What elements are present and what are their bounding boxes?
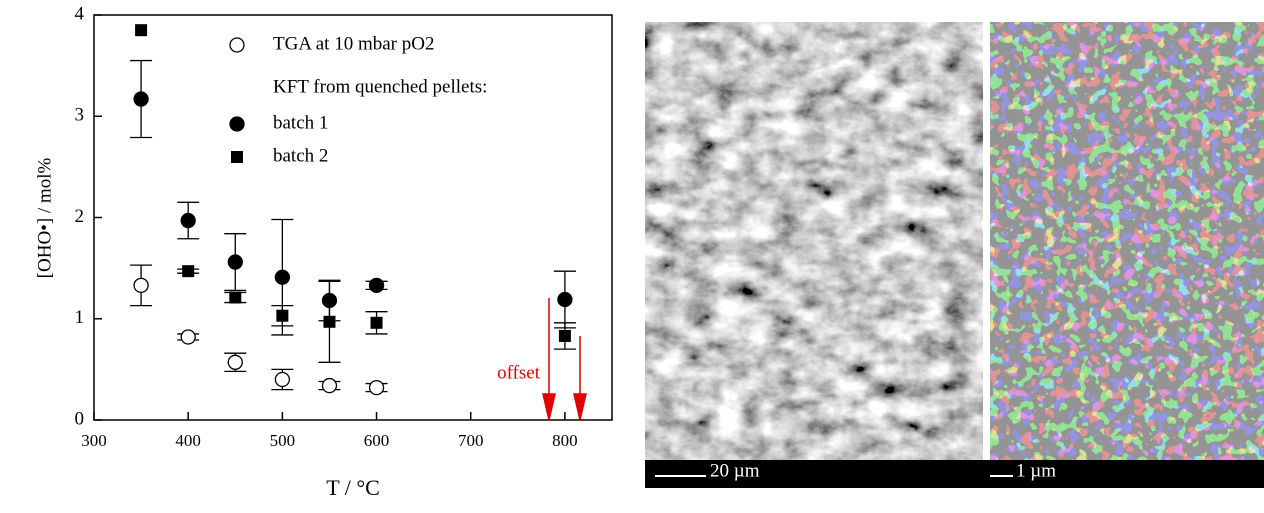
point [181, 214, 195, 228]
legend-label: batch 1 [273, 112, 328, 133]
scale-label: 20 µm [710, 460, 760, 481]
legend-marker [230, 38, 244, 52]
y-tick-label: 3 [75, 105, 85, 126]
legend-marker [231, 151, 243, 163]
point [134, 92, 148, 106]
point [229, 291, 241, 303]
point [275, 373, 289, 387]
sem-image [990, 22, 1264, 460]
point [181, 330, 195, 344]
sem-image [645, 22, 983, 460]
point [370, 278, 384, 292]
point [228, 255, 242, 269]
point [323, 316, 335, 328]
point [228, 355, 242, 369]
point [134, 278, 148, 292]
scale-label: 1 µm [1016, 460, 1056, 481]
y-tick-label: 4 [75, 3, 85, 24]
y-tick-label: 0 [75, 408, 85, 429]
y-tick-label: 2 [75, 206, 85, 227]
page: {"chart_data": {"type": "scatter", "x_la… [0, 0, 1264, 513]
point [370, 381, 384, 395]
plot: [OHO•] / mol% T / °C offset 300 400 500 600… [34, 3, 612, 500]
x-tick-label: 500 [270, 431, 296, 450]
point [371, 317, 383, 329]
legend-label: TGA at 10 mbar pO2 [273, 33, 434, 54]
annotation: offset [497, 362, 541, 383]
point [559, 330, 571, 342]
legend-label: batch 2 [273, 145, 328, 166]
x-tick-label: 300 [81, 431, 107, 450]
point [182, 265, 194, 277]
x-tick-label: 400 [175, 431, 201, 450]
x-tick-label: 800 [552, 431, 578, 450]
y-tick-label: 1 [75, 307, 85, 328]
point [275, 270, 289, 284]
figure: [OHO•] / mol% T / °C offset 300 400 500 600… [0, 0, 1264, 508]
x-tick-label: 600 [364, 431, 390, 450]
point [276, 310, 288, 322]
y-axis-label: [OHO•] / mol% [34, 158, 55, 279]
legend-heading: KFT from quenched pellets: [273, 76, 487, 97]
point [135, 24, 147, 36]
sem-images: 20 µm 1 µm [645, 22, 1264, 488]
x-tick-label: 700 [458, 431, 484, 450]
x-axis-label: T / °C [326, 475, 380, 500]
divider [983, 22, 990, 460]
point [322, 379, 336, 393]
point [558, 293, 572, 307]
legend-marker [230, 117, 244, 131]
